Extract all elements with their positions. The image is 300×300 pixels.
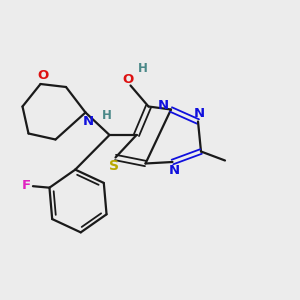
Text: F: F xyxy=(22,179,31,192)
Text: O: O xyxy=(123,73,134,86)
Text: H: H xyxy=(102,109,111,122)
Text: H: H xyxy=(138,61,148,75)
Text: O: O xyxy=(37,69,49,82)
Text: N: N xyxy=(194,106,205,120)
Text: N: N xyxy=(82,115,94,128)
Text: N: N xyxy=(157,99,169,112)
Text: N: N xyxy=(168,164,180,178)
Text: S: S xyxy=(109,160,119,173)
